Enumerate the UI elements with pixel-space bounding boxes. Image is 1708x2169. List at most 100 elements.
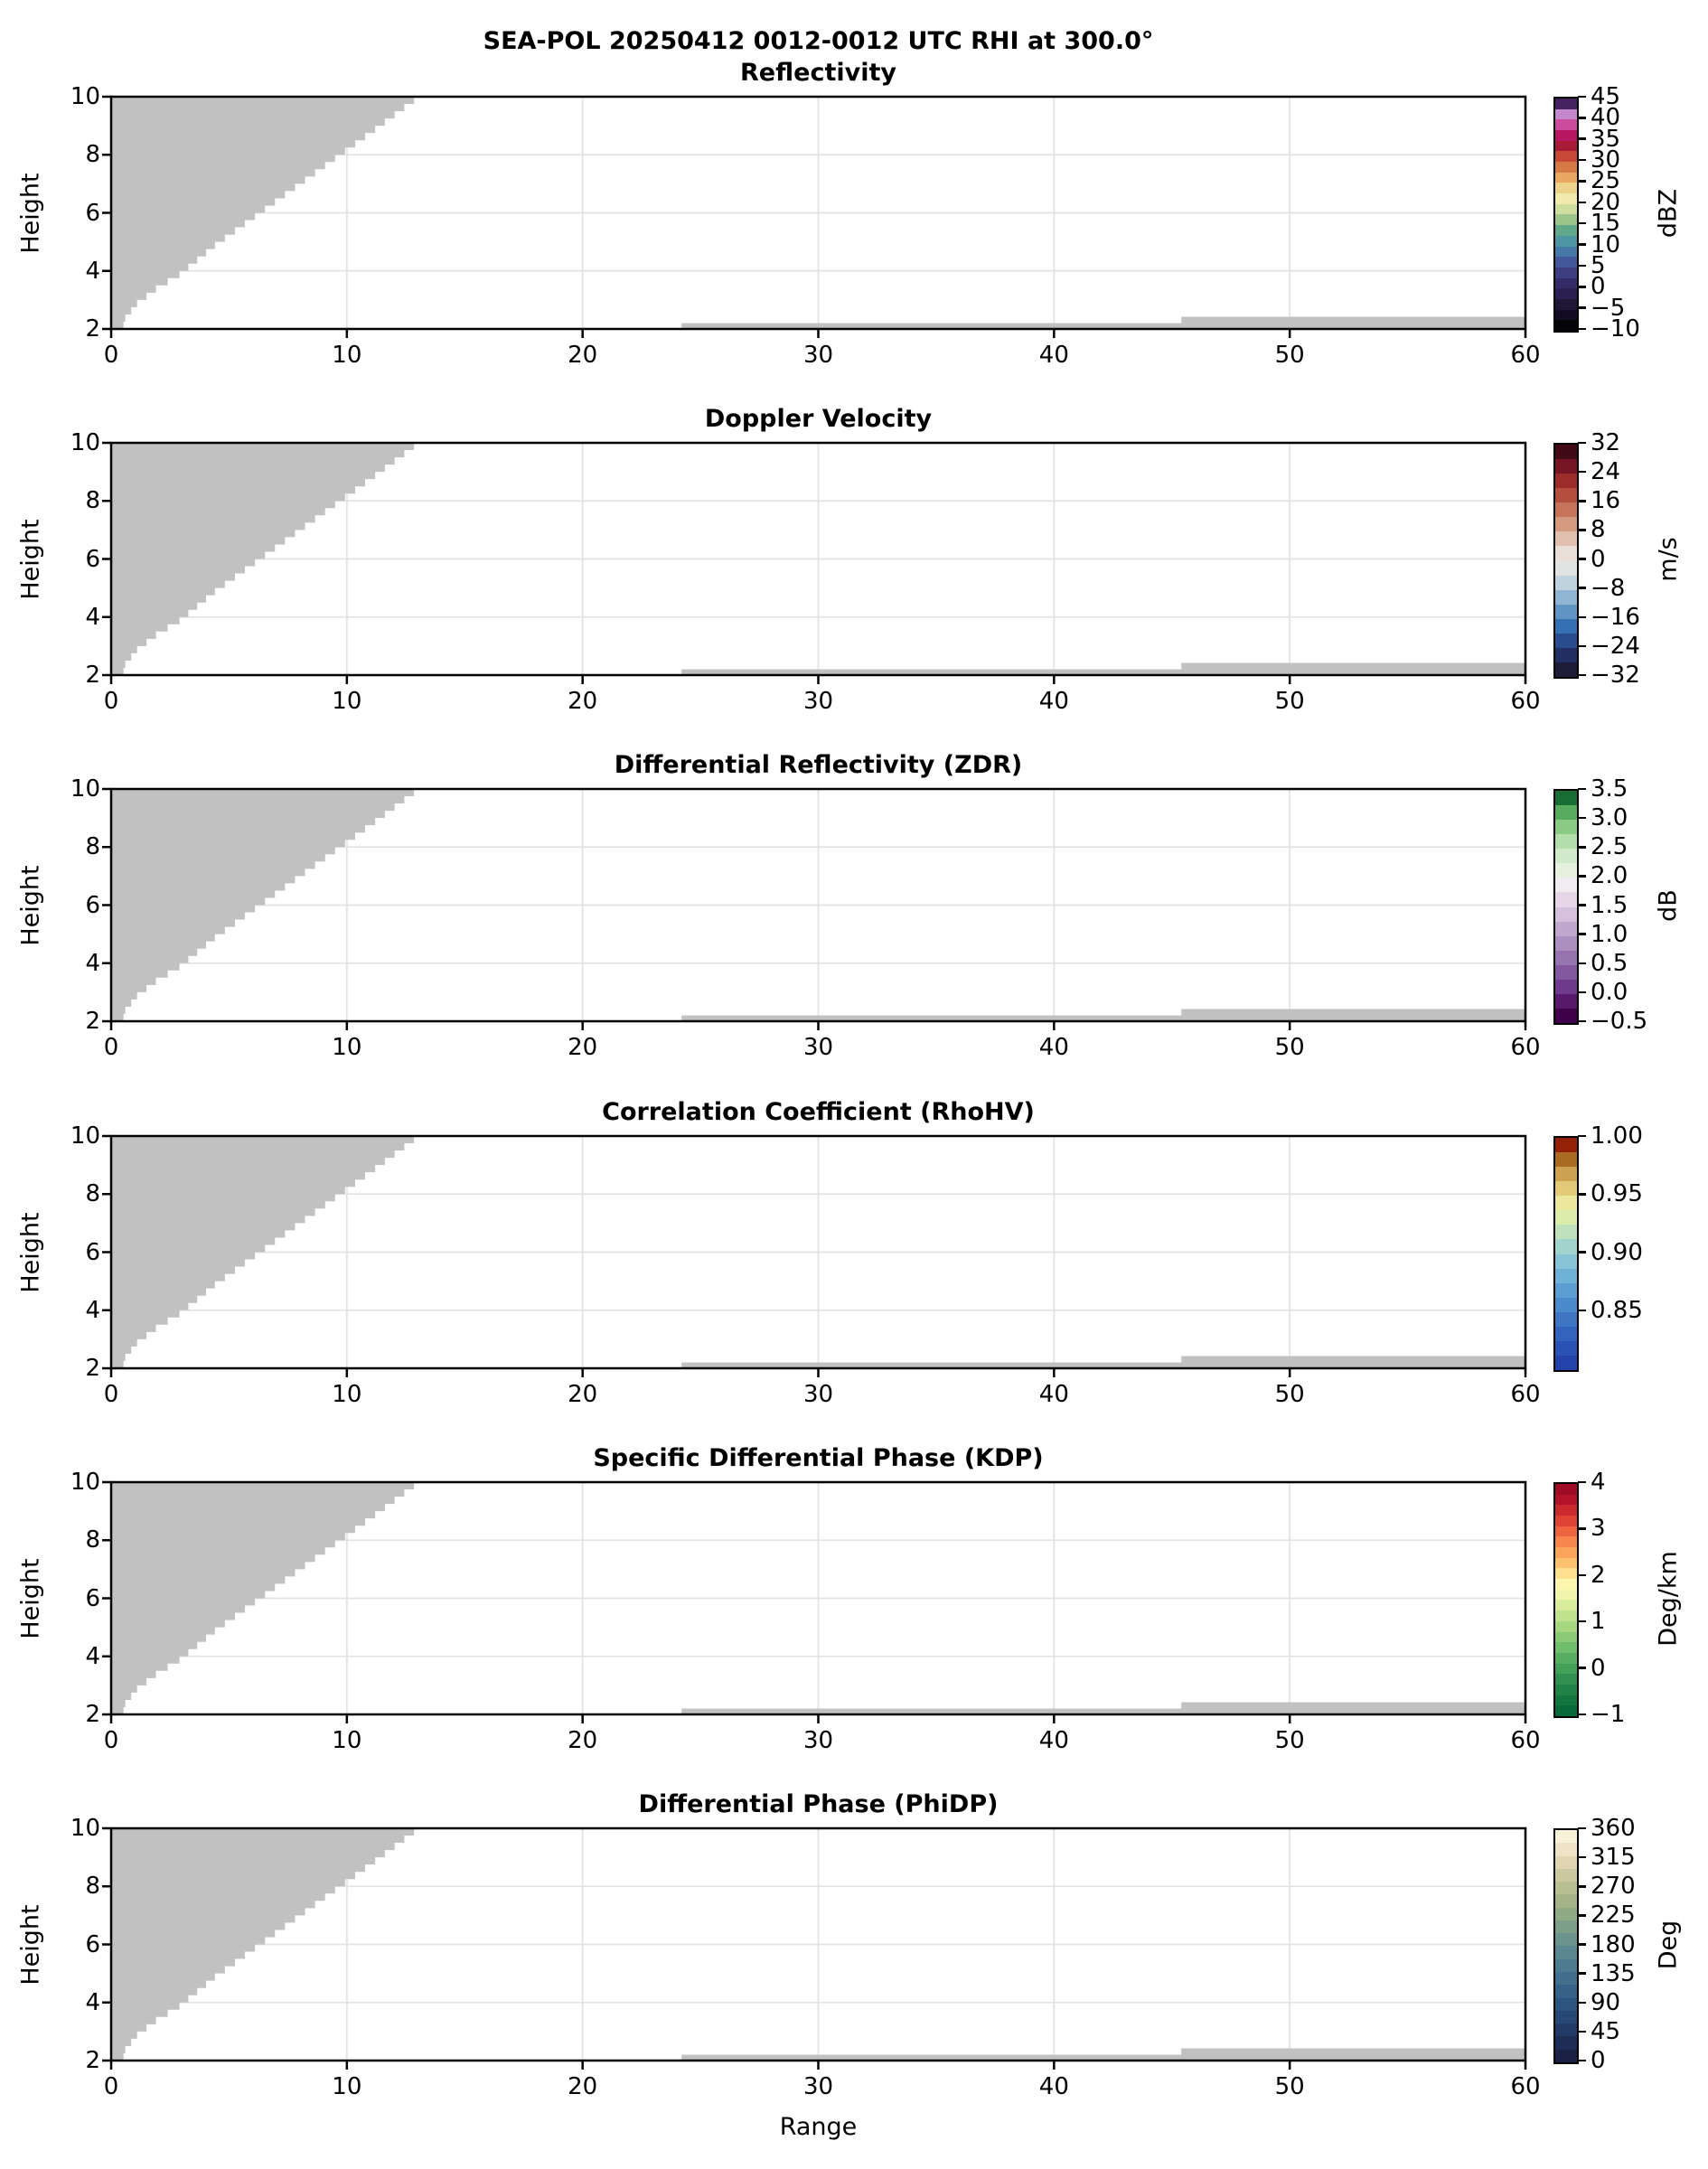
x-tick-label: 20 (568, 1034, 598, 1061)
panel-title: Reflectivity (740, 59, 896, 87)
x-tick-label: 60 (1510, 2073, 1541, 2100)
colorbar (1553, 1482, 1579, 1718)
colorbar-tick-label: 3 (1591, 1515, 1606, 1543)
colorbar-tick (1577, 991, 1586, 994)
y-tick-label: 8 (85, 487, 100, 515)
masked-strip (1181, 316, 1525, 329)
x-tick-label: 30 (802, 1727, 834, 1754)
rhi-plot-6 (102, 1826, 1527, 2070)
colorbar-segment (1555, 488, 1577, 503)
colorbar-segment (1555, 1985, 1577, 1998)
colorbar-segment (1555, 1536, 1577, 1547)
colorbar-segment (1555, 863, 1577, 878)
colorbar-segment (1555, 1600, 1577, 1611)
colorbar-segment (1555, 445, 1577, 460)
colorbar-segment (1555, 1882, 1577, 1895)
colorbar (1553, 1828, 1579, 2064)
colorbar-segment (1555, 1933, 1577, 1947)
colorbar-tick-label: 180 (1591, 1930, 1636, 1958)
x-tick-label: 10 (332, 342, 362, 369)
rhi-plot-2 (102, 441, 1527, 684)
colorbar-tick (1577, 201, 1586, 204)
colorbar-tick (1577, 962, 1586, 964)
colorbar-tick-label: 3.0 (1591, 804, 1628, 832)
colorbar-segment (1555, 235, 1577, 247)
colorbar-segment (1555, 921, 1577, 936)
figure-suptitle: SEA-POL 20250412 0012-0012 UTC RHI at 30… (483, 27, 1154, 55)
colorbar-tick-label: 15 (1591, 210, 1621, 238)
colorbar-tick-label: 8 (1591, 516, 1606, 544)
rhi-plot-3 (102, 787, 1527, 1030)
colorbar-segment (1555, 1152, 1577, 1168)
x-tick-label: 60 (1510, 1727, 1541, 1754)
colorbar-tick (1577, 615, 1586, 618)
colorbar (1553, 789, 1579, 1025)
colorbar-tick (1577, 1251, 1586, 1254)
colorbar-segment (1555, 1483, 1577, 1495)
colorbar-segment (1555, 2023, 1577, 2037)
x-tick-label: 50 (1274, 1034, 1305, 1061)
colorbar-segment (1555, 979, 1577, 994)
y-tick-label: 8 (85, 833, 100, 861)
colorbar-segment (1555, 1907, 1577, 1920)
colorbar-tick (1577, 875, 1586, 878)
y-axis-label: Height (16, 864, 45, 946)
x-tick-label: 40 (1038, 688, 1069, 715)
colorbar-tick (1577, 137, 1586, 140)
colorbar-segment (1555, 2010, 1577, 2024)
masked-strip (1181, 1009, 1525, 1021)
colorbar-segment (1555, 1855, 1577, 1869)
y-tick-label: 8 (85, 1873, 100, 1901)
colorbar-tick (1577, 529, 1586, 531)
colorbar-segment (1555, 1868, 1577, 1883)
masked-wedge (111, 1828, 415, 2061)
x-tick-label: 50 (1274, 342, 1305, 369)
y-axis-label: Height (16, 518, 45, 600)
colorbar-segment (1555, 1494, 1577, 1506)
y-axis-label: Height (16, 1903, 45, 1986)
colorbar-tick (1577, 1019, 1586, 1023)
colorbar-tick (1577, 243, 1586, 246)
masked-wedge (111, 443, 415, 675)
colorbar-tick-label: 25 (1591, 167, 1621, 195)
colorbar-segment (1555, 1568, 1577, 1580)
colorbar-tick (1577, 1667, 1586, 1669)
y-axis-label: Height (16, 1557, 45, 1639)
colorbar-tick-label: 2 (1591, 1561, 1606, 1589)
masked-strip (681, 1708, 1525, 1714)
y-tick-label: 2 (85, 315, 100, 343)
x-tick-label: 40 (1038, 2073, 1069, 2100)
colorbar-segment (1555, 151, 1577, 162)
y-tick-label: 2 (85, 1701, 100, 1728)
y-tick-label: 4 (85, 1988, 100, 2016)
y-tick-label: 6 (85, 1930, 100, 1958)
colorbar-segment (1555, 950, 1577, 965)
colorbar-segment (1555, 618, 1577, 634)
colorbar-segment (1555, 531, 1577, 547)
x-tick-label: 50 (1274, 1727, 1305, 1754)
colorbar-segment (1555, 1254, 1577, 1269)
colorbar-tick (1577, 470, 1586, 474)
colorbar-segment (1555, 1631, 1577, 1643)
colorbar-tick-label: 30 (1591, 146, 1621, 174)
y-tick-label: 8 (85, 1180, 100, 1208)
colorbar-segment (1555, 892, 1577, 907)
colorbar-tick-label: 0 (1591, 1654, 1606, 1682)
colorbar-segment (1555, 1829, 1577, 1844)
colorbar-segment (1555, 1526, 1577, 1537)
x-tick-label: 20 (568, 688, 598, 715)
colorbar-segment (1555, 119, 1577, 130)
x-tick-label: 60 (1510, 1381, 1541, 1408)
colorbar-segment (1555, 589, 1577, 605)
y-tick-label: 2 (85, 662, 100, 689)
colorbar-tick (1577, 1885, 1586, 1888)
colorbar-segment (1555, 1239, 1577, 1254)
colorbar-tick-label: −24 (1591, 632, 1640, 660)
colorbar-tick (1577, 1134, 1586, 1138)
x-tick-label: 0 (103, 1034, 119, 1061)
colorbar-segment (1555, 320, 1577, 331)
colorbar-tick-label: 0 (1591, 273, 1606, 301)
colorbar-tick-label: 0.0 (1591, 978, 1628, 1006)
colorbar (1553, 443, 1579, 679)
